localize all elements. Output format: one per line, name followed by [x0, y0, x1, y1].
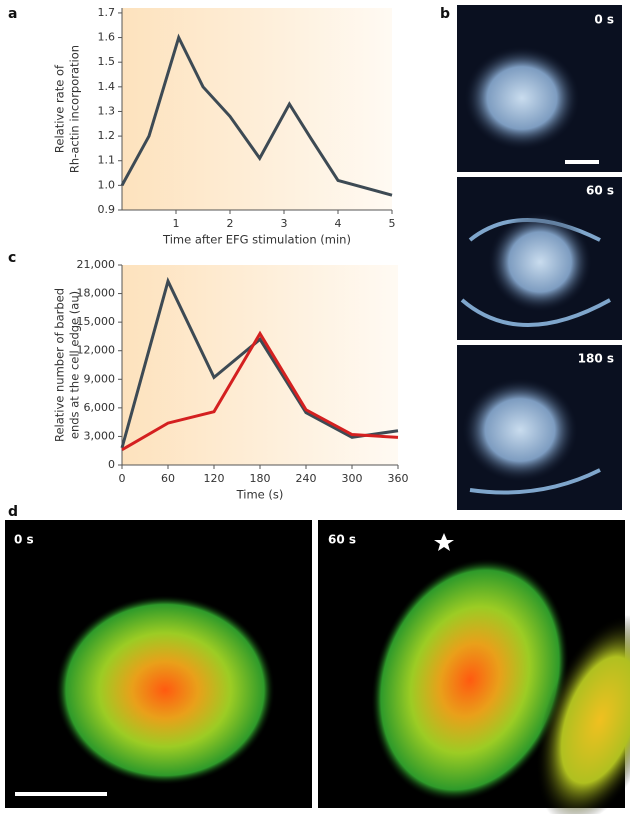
image-label: 180 s	[578, 352, 614, 366]
x-tick-label: 1	[173, 217, 180, 230]
image-label: 0 s	[14, 533, 34, 547]
scale-bar	[565, 160, 599, 164]
x-axis-label: Time (s)	[236, 488, 284, 502]
cell	[55, 595, 275, 785]
y-tick-label: 1.4	[98, 80, 116, 93]
plot-background	[122, 8, 392, 210]
y-tick-label: 15,000	[77, 315, 116, 328]
y-tick-label: 1.7	[98, 6, 116, 19]
x-tick-label: 5	[389, 217, 396, 230]
panel-d: 0 s 60 s	[5, 520, 630, 814]
x-tick-label: 120	[204, 472, 225, 485]
cell	[371, 558, 569, 802]
y-tick-label: 6,000	[84, 401, 116, 414]
y-axis-label: Rh-actin incorporation	[68, 45, 82, 173]
scale-bar	[15, 792, 107, 796]
y-tick-label: 18,000	[77, 287, 116, 300]
data-line	[120, 276, 399, 449]
x-tick-label: 3	[281, 217, 288, 230]
plot-background	[122, 265, 398, 465]
membrane	[469, 468, 601, 495]
image-label: 0 s	[594, 13, 614, 27]
y-tick-label: 1.5	[98, 55, 116, 68]
y-tick-label: 21,000	[77, 258, 116, 271]
y-axis-label: ends at the cell edge (au)	[68, 291, 82, 439]
data-line	[120, 33, 393, 197]
y-tick-label: 1.3	[98, 104, 116, 117]
x-tick-label: 180	[250, 472, 271, 485]
y-axis-label: Relative rate of	[53, 64, 67, 153]
x-tick-label: 4	[335, 217, 342, 230]
cell	[462, 378, 578, 482]
panel-label: c	[8, 250, 16, 266]
y-tick-label: 9,000	[84, 372, 116, 385]
y-tick-label: 12,000	[77, 344, 116, 357]
panel-label: d	[8, 504, 18, 520]
y-tick-label: 1.6	[98, 31, 116, 44]
x-tick-label: 300	[342, 472, 363, 485]
x-tick-label: 2	[227, 217, 234, 230]
y-tick-label: 3,000	[84, 429, 116, 442]
y-tick-label: 0	[108, 458, 115, 471]
y-axis-label: Relative number of barbed	[53, 288, 67, 442]
y-tick-label: 0.9	[98, 203, 116, 216]
cell	[464, 46, 580, 150]
panel-label: a	[8, 6, 17, 22]
x-axis-label: Time after EFG stimulation (min)	[162, 233, 351, 247]
charts: 0.9 1.0 1.1 1.2 1.3 1.4 1.5 1.6 1.7 1 2 3 4 5 Time aft…	[53, 6, 409, 502]
star	[434, 533, 454, 551]
x-tick-label: 0	[119, 472, 126, 485]
y-tick-label: 1.0	[98, 178, 116, 191]
x-tick-label: 240	[296, 472, 317, 485]
image-label: 60 s	[328, 533, 356, 547]
cell	[536, 614, 630, 814]
data-line	[121, 330, 399, 452]
x-tick-label: 60	[161, 472, 175, 485]
panel-b: 0 s 60 s 180 s	[457, 5, 622, 510]
y-tick-label: 1.2	[98, 129, 116, 142]
y-tick-label: 1.1	[98, 154, 116, 167]
cell	[488, 212, 592, 312]
panel-label: b	[440, 6, 450, 22]
image-label: 60 s	[586, 184, 614, 198]
x-tick-label: 360	[388, 472, 409, 485]
